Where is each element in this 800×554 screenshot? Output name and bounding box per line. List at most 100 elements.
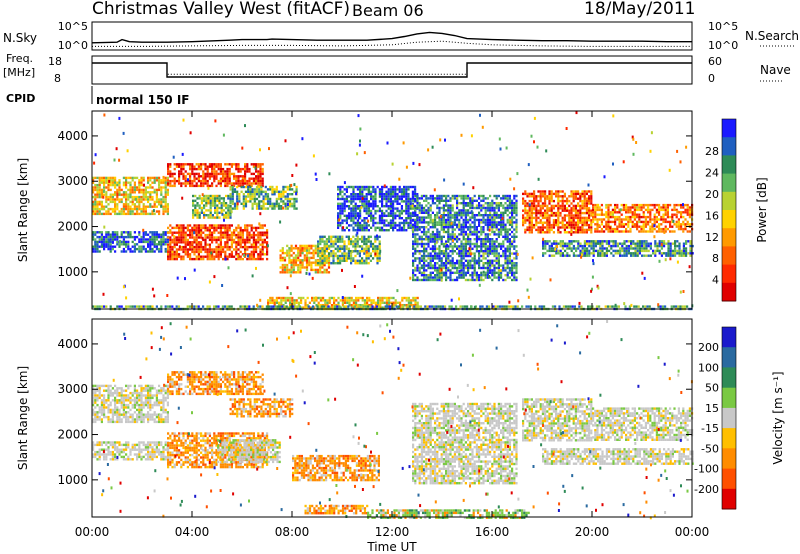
heatmap-cell — [537, 190, 540, 193]
heatmap-cell — [372, 188, 375, 191]
heatmap-cell — [675, 213, 678, 216]
heatmap-cell — [164, 179, 167, 182]
heatmap-cell — [440, 194, 443, 198]
heatmap-cell — [423, 269, 426, 272]
heatmap-cell — [363, 197, 366, 201]
heatmap-cell — [383, 214, 386, 217]
heatmap-cell — [127, 193, 130, 196]
heatmap-cell — [680, 225, 683, 228]
heatmap-cell — [136, 207, 139, 211]
heatmap-cell — [486, 228, 489, 231]
heatmap-cell — [347, 240, 350, 243]
heatmap-cell — [140, 195, 143, 199]
heatmap-cell — [586, 254, 589, 257]
heatmap-cell — [620, 225, 623, 228]
heatmap-cell — [142, 198, 145, 201]
heatmap-cell — [164, 207, 167, 211]
heatmap-cell — [299, 249, 302, 252]
heatmap-cell — [191, 163, 194, 166]
heatmap-cell — [394, 190, 397, 193]
heatmap-cell — [94, 238, 97, 241]
heatmap-cell — [197, 184, 200, 188]
heatmap-cell — [206, 253, 209, 256]
heatmap-cell — [649, 220, 652, 224]
heatmap-cell — [192, 214, 195, 217]
heatmap-cell — [398, 229, 401, 232]
heatmap-cell — [508, 242, 511, 246]
heatmap-cell — [383, 195, 386, 198]
heatmap-cell — [508, 252, 511, 255]
heatmap-cell — [423, 264, 426, 267]
heatmap-cell — [144, 212, 147, 216]
heatmap-cell — [528, 231, 531, 234]
heatmap-cell — [453, 266, 456, 270]
heatmap-cell — [98, 210, 101, 213]
heatmap-cell — [622, 223, 625, 226]
heatmap-cell — [182, 245, 185, 249]
heatmap-cell — [482, 250, 485, 253]
heatmap-cell — [277, 202, 281, 205]
heatmap-cell — [138, 245, 141, 248]
heatmap-cell — [559, 226, 562, 229]
heatmap-cell — [280, 207, 283, 210]
heatmap-cell — [544, 211, 547, 215]
heatmap-cell — [316, 247, 320, 250]
heatmap-cell — [229, 185, 232, 189]
heatmap-cell — [572, 240, 575, 243]
heatmap-cell — [464, 254, 467, 258]
heatmap-cell — [175, 163, 178, 166]
heatmap-cell — [458, 233, 461, 236]
heatmap-cell — [579, 242, 582, 245]
heatmap-cell — [376, 205, 379, 208]
heatmap-cell — [178, 179, 181, 183]
heatmap-cell — [548, 207, 551, 210]
heatmap-cell — [416, 202, 419, 205]
heatmap-cell — [537, 202, 540, 205]
heatmap-cell — [431, 254, 434, 258]
heatmap-cell — [100, 200, 103, 204]
heatmap-cell — [425, 276, 428, 279]
heatmap-cell — [321, 238, 324, 241]
heatmap-cell — [480, 204, 483, 207]
heatmap-cell — [381, 190, 384, 193]
heatmap-cell — [445, 218, 448, 222]
heatmap-cell — [535, 207, 538, 210]
heatmap-cell — [414, 228, 417, 231]
heatmap-cell — [412, 245, 415, 248]
heatmap-cell — [202, 172, 205, 176]
heatmap-cell — [246, 226, 249, 230]
heatmap-cell — [680, 203, 683, 207]
heatmap-cell — [504, 233, 507, 236]
heatmap-cell — [206, 236, 209, 239]
heatmap-cell — [475, 259, 478, 262]
heatmap-cell — [495, 214, 498, 217]
heatmap-cell — [500, 233, 503, 236]
heatmap-cell — [240, 190, 243, 193]
heatmap-cell — [618, 215, 621, 219]
heatmap-cell — [175, 248, 178, 251]
heatmap-cell — [653, 213, 656, 216]
heatmap-cell — [219, 163, 222, 166]
heatmap-cell — [449, 271, 452, 274]
heatmap-cell — [445, 274, 448, 277]
heatmap-cell — [600, 213, 603, 216]
heatmap-cell — [671, 218, 674, 221]
heatmap-cell — [171, 238, 174, 242]
heatmap-cell — [236, 190, 239, 193]
heatmap-cell — [504, 194, 507, 198]
heatmap-cell — [222, 172, 225, 176]
heatmap-cell — [197, 163, 200, 166]
heatmap-cell — [425, 216, 428, 219]
heatmap-cell — [213, 226, 216, 230]
heatmap-cell — [197, 236, 200, 239]
heatmap-cell — [100, 188, 103, 192]
heatmap-cell — [167, 226, 170, 230]
heatmap-cell — [431, 278, 434, 282]
heatmap-cell — [205, 209, 208, 212]
heatmap-cell — [248, 245, 251, 249]
heatmap-cell — [394, 214, 397, 217]
heatmap-cell — [462, 245, 465, 248]
heatmap-cell — [120, 198, 123, 201]
heatmap-cell — [321, 263, 324, 267]
heatmap-cell — [341, 202, 344, 205]
